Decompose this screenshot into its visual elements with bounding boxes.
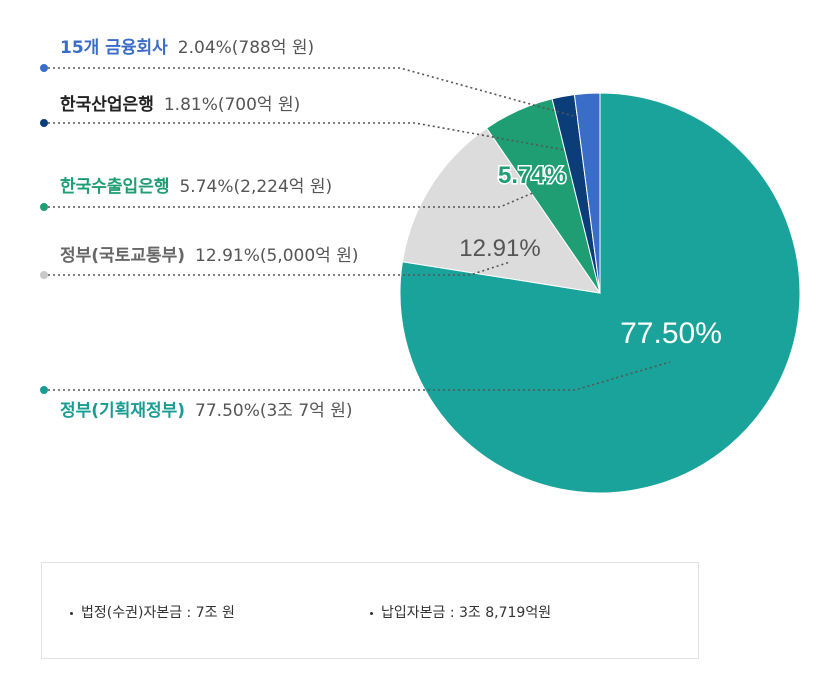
legend-label: 15개 금융회사 2.04%(788억 원) bbox=[60, 38, 314, 58]
legend-name: 15개 금융회사 bbox=[60, 38, 168, 58]
legend-label: 한국수출입은행 5.74%(2,224억 원) bbox=[60, 177, 332, 197]
legend-name: 정부(기획재정부) bbox=[60, 401, 185, 421]
leader-line bbox=[48, 191, 536, 208]
legend-value: 77.50%(3조 7억 원) bbox=[195, 401, 352, 421]
legend-value: 5.74%(2,224억 원) bbox=[179, 177, 332, 197]
legend-dot bbox=[40, 64, 48, 72]
capital-info-box: 법정(수권)자본금 : 7조 원 납입자본금 : 3조 8,719억원 bbox=[41, 562, 699, 659]
legend-label: 정부(기획재정부) 77.50%(3조 7억 원) bbox=[60, 401, 352, 421]
legend-dot bbox=[40, 386, 48, 394]
pie-percent-label: 5.74% bbox=[498, 162, 566, 189]
pie-percent-label: 77.50% bbox=[620, 317, 722, 350]
legend-label: 정부(국토교통부) 12.91%(5,000억 원) bbox=[60, 246, 358, 266]
bullet-icon bbox=[370, 611, 373, 615]
paid-capital-item: 납입자본금 : 3조 8,719억원 bbox=[370, 602, 551, 622]
legal-capital-text: 법정(수권)자본금 : 7조 원 bbox=[81, 605, 235, 621]
leader-line bbox=[48, 67, 578, 118]
leader-line bbox=[48, 261, 511, 276]
pie-percent-label: 12.91% bbox=[459, 235, 540, 262]
pie-labels: 77.50% 12.91% 5.74% bbox=[459, 161, 722, 351]
legend-name: 정부(국토교통부) bbox=[60, 246, 185, 266]
legend-dot bbox=[40, 203, 48, 211]
pie-slices bbox=[399, 92, 801, 494]
legend-dot bbox=[40, 271, 48, 279]
pie-chart: 15개 금융회사 2.04%(788억 원) 한국산업은행 1.81%(700억 원)… bbox=[40, 38, 801, 494]
leader-lines bbox=[40, 64, 671, 394]
leader-line bbox=[48, 361, 671, 391]
leader-line bbox=[48, 122, 566, 151]
bullet-icon bbox=[70, 611, 73, 615]
legend-value: 1.81%(700억 원) bbox=[164, 95, 300, 115]
legend-labels: 15개 금융회사 2.04%(788억 원) 한국산업은행 1.81%(700억 원)… bbox=[60, 38, 358, 421]
pie-slice bbox=[573, 92, 601, 294]
legend-value: 2.04%(788억 원) bbox=[178, 38, 314, 58]
legend-label: 한국산업은행 1.81%(700억 원) bbox=[60, 95, 300, 115]
legend-name: 한국수출입은행 bbox=[60, 177, 169, 197]
legend-dot bbox=[40, 119, 48, 127]
legal-capital-item: 법정(수권)자본금 : 7조 원 bbox=[70, 602, 235, 622]
pie-slice bbox=[401, 127, 602, 294]
paid-capital-text: 납입자본금 : 3조 8,719억원 bbox=[381, 605, 552, 621]
legend-value: 12.91%(5,000억 원) bbox=[195, 246, 358, 266]
legend-name: 한국산업은행 bbox=[60, 95, 154, 115]
